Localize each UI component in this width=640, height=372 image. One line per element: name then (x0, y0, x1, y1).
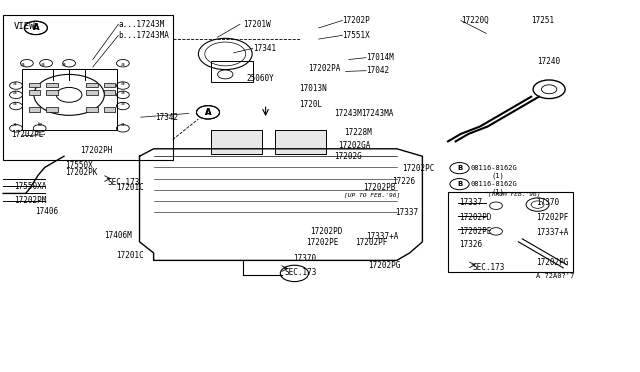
Text: 17202PH: 17202PH (80, 146, 113, 155)
Text: 08116-8162G: 08116-8162G (470, 165, 517, 171)
Text: a: a (12, 101, 16, 106)
Text: 17220Q: 17220Q (461, 16, 488, 25)
Text: a: a (62, 62, 66, 67)
Text: A: A (33, 23, 39, 32)
Bar (211, 61, 253, 82)
Text: a: a (12, 81, 16, 86)
Text: 17202PE: 17202PE (306, 238, 339, 247)
Text: 17240: 17240 (538, 57, 561, 66)
Text: 17202PA: 17202PA (308, 64, 341, 73)
Text: 17370: 17370 (536, 198, 559, 207)
Text: 17201W: 17201W (243, 20, 271, 29)
Text: 1720L: 1720L (300, 100, 323, 109)
Bar (86, 90, 98, 95)
Text: (1): (1) (492, 172, 504, 179)
Text: b: b (38, 122, 42, 128)
Text: 17202P: 17202P (342, 16, 370, 25)
Bar (275, 130, 326, 154)
Text: a: a (121, 90, 125, 95)
Bar (86, 83, 98, 87)
Text: SEC.173: SEC.173 (285, 268, 317, 277)
Text: 17342: 17342 (155, 113, 178, 122)
Text: 17550X: 17550X (65, 161, 93, 170)
Text: 17202PD: 17202PD (310, 227, 343, 236)
Bar (104, 90, 115, 95)
Text: 17370: 17370 (293, 254, 316, 263)
Text: 17202PC: 17202PC (402, 164, 435, 173)
Text: B: B (457, 181, 462, 187)
Text: 17202PD: 17202PD (460, 213, 492, 222)
Text: a: a (12, 122, 16, 128)
Bar (46, 83, 58, 87)
Text: B: B (457, 165, 462, 171)
Text: a: a (40, 62, 44, 67)
Text: VIEW: VIEW (14, 22, 36, 31)
Text: 17202PE: 17202PE (460, 227, 492, 236)
Text: 17202PF: 17202PF (355, 238, 388, 247)
Text: 17202PL: 17202PL (12, 130, 44, 139)
Text: 08116-8162G: 08116-8162G (470, 181, 517, 187)
Bar (29, 107, 40, 112)
Text: a: a (21, 62, 25, 67)
Text: 17042: 17042 (366, 66, 389, 75)
Text: 25060Y: 25060Y (246, 74, 274, 83)
Text: A: A (33, 23, 39, 32)
Text: a: a (121, 122, 125, 128)
Text: 17013N: 17013N (300, 84, 327, 93)
Bar (29, 90, 40, 95)
Text: a...17243M: a...17243M (118, 20, 164, 29)
Text: 17228M: 17228M (344, 128, 372, 137)
Bar (104, 107, 115, 112)
Text: 17202G: 17202G (334, 153, 362, 161)
Text: (1): (1) (492, 188, 504, 195)
Text: 17201C: 17201C (116, 183, 144, 192)
Text: 17202GA: 17202GA (338, 141, 371, 150)
Text: 17202PK: 17202PK (65, 169, 98, 177)
Text: [UP TO FEB.'96]: [UP TO FEB.'96] (344, 193, 401, 198)
Bar (3, 15, 173, 160)
Text: a: a (121, 62, 125, 67)
Text: 17201C: 17201C (116, 251, 144, 260)
Bar (29, 83, 40, 87)
Text: 17337+A: 17337+A (536, 228, 569, 237)
Bar (448, 192, 573, 272)
Bar (46, 90, 58, 95)
Bar (104, 83, 115, 87)
Text: 17406: 17406 (35, 207, 58, 216)
Text: b...17243MA: b...17243MA (118, 31, 169, 40)
Text: SEC.173: SEC.173 (108, 178, 140, 187)
Text: a: a (12, 90, 16, 95)
Text: 17406M: 17406M (104, 231, 131, 240)
Text: A: A (205, 108, 211, 117)
Text: [FROM FEB.'96]: [FROM FEB.'96] (488, 192, 540, 197)
Bar (211, 130, 262, 154)
Text: A: A (205, 108, 211, 117)
Text: 17337+A: 17337+A (366, 232, 399, 241)
Text: 17202PG: 17202PG (536, 258, 569, 267)
Text: 17337: 17337 (396, 208, 419, 217)
Text: 17243M: 17243M (334, 109, 362, 118)
Text: a: a (121, 101, 125, 106)
Bar (46, 107, 58, 112)
Text: 17550XA: 17550XA (14, 182, 47, 191)
Text: 17202PM: 17202PM (14, 196, 47, 205)
Text: 17202PG: 17202PG (368, 262, 401, 270)
Text: 17226: 17226 (392, 177, 415, 186)
Text: 17243MA: 17243MA (362, 109, 394, 118)
Text: A 72A0?'7: A 72A0?'7 (536, 273, 575, 279)
Bar (86, 107, 98, 112)
Text: 17202PB: 17202PB (364, 183, 396, 192)
Text: 17014M: 17014M (366, 53, 394, 62)
Bar (22, 69, 117, 130)
Text: 17551X: 17551X (342, 31, 370, 40)
Text: a: a (121, 81, 125, 86)
Text: 17337: 17337 (460, 198, 483, 207)
Text: 17251: 17251 (531, 16, 554, 25)
Text: 17202PF: 17202PF (536, 213, 569, 222)
Text: 17326: 17326 (460, 240, 483, 249)
Text: SEC.173: SEC.173 (472, 263, 505, 272)
Text: 17341: 17341 (253, 44, 276, 53)
